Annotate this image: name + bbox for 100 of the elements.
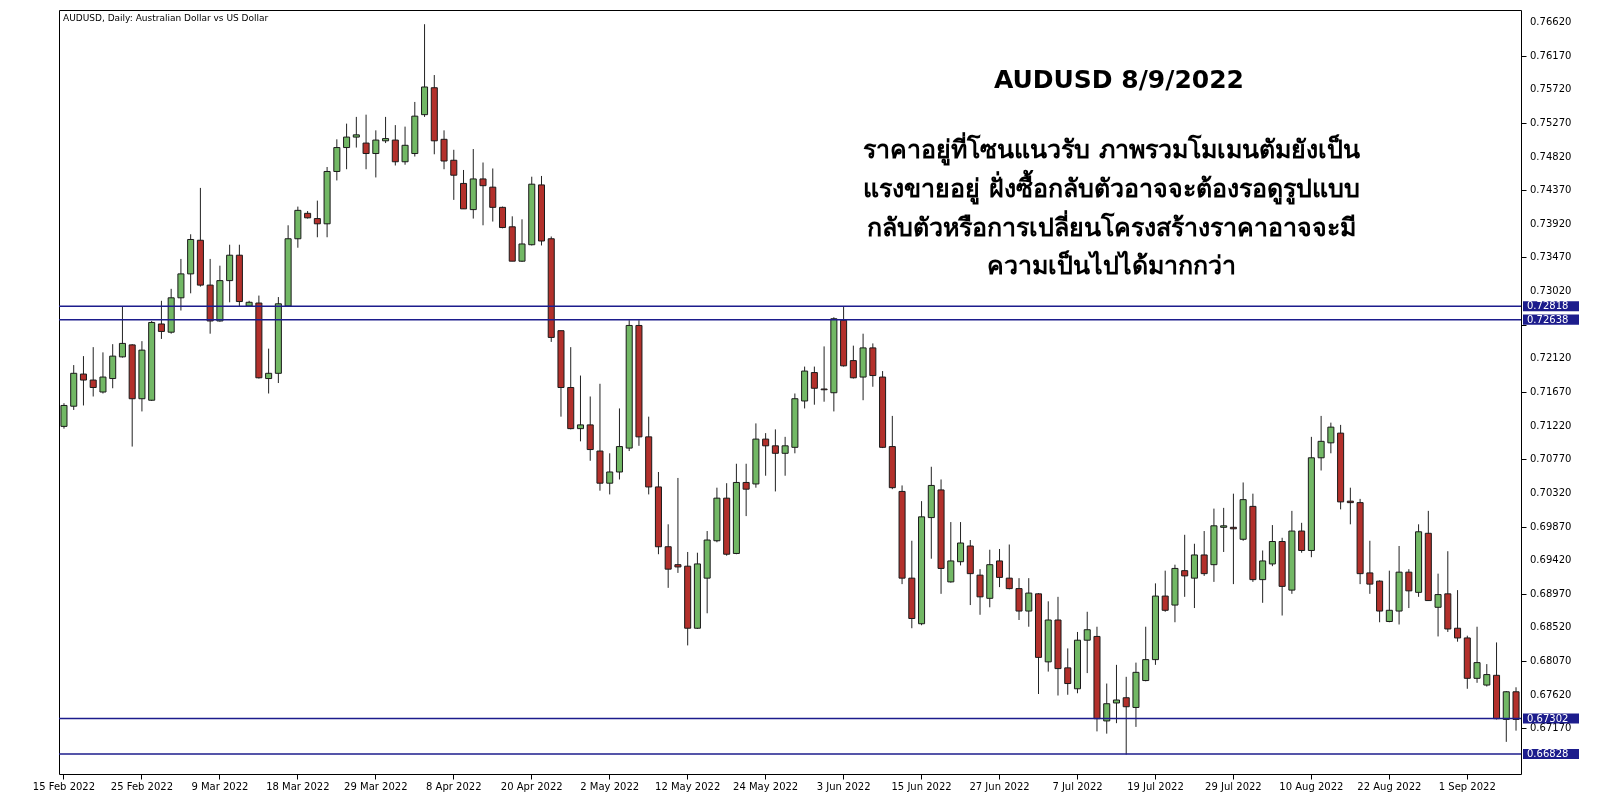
chart-title: AUDUSD, Daily: Australian Dollar vs US Dollar	[63, 13, 269, 23]
candlestick	[1259, 549, 1267, 604]
x-tick-label: 15 Jun 2022	[891, 780, 952, 792]
candlestick	[518, 218, 526, 263]
candlestick	[771, 428, 779, 492]
candlestick	[372, 129, 380, 178]
candlestick	[157, 300, 165, 340]
y-tick-label: 0.69870	[1530, 520, 1572, 532]
y-tick-label: 0.76620	[1530, 15, 1572, 27]
y-tick-label: 0.69420	[1530, 554, 1572, 566]
x-tick-label: 20 Apr 2022	[500, 780, 563, 792]
x-tick-label: 29 Jul 2022	[1205, 780, 1262, 792]
candlestick	[1298, 522, 1306, 554]
candlestick	[947, 521, 955, 584]
candlestick	[450, 149, 458, 201]
candlestick	[1142, 626, 1150, 682]
candlestick	[1122, 676, 1130, 756]
candlestick	[976, 568, 984, 616]
candlestick	[1064, 647, 1072, 696]
x-tick-label: 12 May 2022	[655, 780, 721, 792]
candlestick	[440, 129, 448, 170]
candlestick	[1366, 540, 1374, 595]
ref-line-label: 0.72638	[1527, 313, 1569, 325]
x-tick-label: 8 Apr 2022	[426, 780, 482, 792]
y-tick-label: 0.73920	[1530, 217, 1572, 229]
y-tick-label: 0.68070	[1530, 655, 1572, 667]
candlestick	[391, 124, 399, 166]
candlestick	[60, 402, 68, 430]
candlestick	[957, 521, 965, 566]
x-tick-label: 15 Feb 2022	[32, 780, 96, 792]
candlestick	[1190, 543, 1198, 609]
ref-line-label: 0.66828	[1527, 747, 1569, 759]
candlestick	[606, 452, 614, 495]
candlestick	[742, 463, 750, 517]
x-tick-label: 25 Feb 2022	[110, 780, 174, 792]
candlestick	[810, 366, 818, 406]
candlestick	[89, 346, 97, 397]
candlestick	[1005, 544, 1013, 590]
candlestick	[1161, 570, 1169, 613]
x-tick-label: 7 Jul 2022	[1052, 780, 1103, 792]
y-tick-label: 0.68970	[1530, 587, 1572, 599]
x-tick-label: 10 Aug 2022	[1279, 780, 1344, 792]
x-tick-label: 24 May 2022	[733, 780, 799, 792]
candlestick	[313, 200, 321, 238]
y-tick-label: 0.70320	[1530, 486, 1572, 498]
candlestick	[1181, 534, 1189, 598]
candlestick	[1015, 577, 1023, 621]
candlestick	[265, 348, 273, 394]
candlestick	[343, 123, 351, 170]
y-tick-label: 0.67170	[1530, 722, 1572, 734]
candlestick	[1083, 611, 1091, 674]
y-tick-label: 0.74820	[1530, 150, 1572, 162]
y-tick-label: 0.73020	[1530, 285, 1572, 297]
x-tick-label: 19 Jul 2022	[1127, 780, 1184, 792]
x-tick-label: 18 Mar 2022	[266, 780, 330, 792]
candlestick	[674, 477, 682, 574]
x-tick-label: 2 May 2022	[580, 780, 640, 792]
y-tick-label: 0.71220	[1530, 419, 1572, 431]
y-tick-label: 0.73470	[1530, 251, 1572, 263]
candlestick	[1268, 524, 1276, 567]
candlestick	[1405, 568, 1413, 609]
candlestick	[1112, 664, 1120, 724]
annotation: ราคาอยู่ที่โซนแนวรับ ภาพรวมโมเมนตัมยังเป็น แรงขายอยู่ ฝั่งซื้อกลับตัวอาจจะต้องรอดูรูปแบบ กลับตัวหรือการเปลี่ยนโครงสร้างราคาอาจจะมี ความเป็นไปได้มากกว่า	[863, 132, 1360, 281]
candlestick	[1473, 626, 1481, 684]
x-tick-label: 22 Aug 2022	[1357, 780, 1422, 792]
candlestick	[382, 116, 390, 144]
candlestick	[1317, 415, 1325, 471]
y-tick-label: 0.75270	[1530, 116, 1572, 128]
x-tick-label: 9 Mar 2022	[191, 780, 249, 792]
candlestick	[1200, 530, 1208, 577]
candlestick	[109, 343, 117, 389]
y-tick-label: 0.76170	[1530, 49, 1572, 61]
candlestick	[996, 548, 1004, 588]
candlestick	[1385, 570, 1393, 623]
y-tick-label: 0.71670	[1530, 386, 1572, 397]
y-tick-label: 0.72120	[1530, 352, 1572, 364]
y-tick-label: 0.74370	[1530, 184, 1572, 196]
x-tick-label: 3 Jun 2022	[816, 780, 871, 792]
candlestick	[362, 114, 370, 170]
ref-line-label: 0.72818	[1527, 300, 1569, 312]
x-tick-label: 1 Sep 2022	[1438, 780, 1496, 792]
candlestick	[352, 116, 360, 149]
candlestick	[1346, 487, 1354, 525]
candlestick	[664, 523, 672, 589]
candlestick	[333, 138, 341, 181]
candlestick	[781, 436, 789, 477]
y-tick-label: 0.67620	[1530, 688, 1572, 700]
annotation: AUDUSD 8/9/2022	[993, 65, 1244, 94]
x-tick-label: 27 Jun 2022	[969, 780, 1030, 792]
candlestick	[79, 355, 87, 406]
y-tick-label: 0.75720	[1530, 83, 1572, 95]
y-tick-label: 0.68520	[1530, 621, 1572, 633]
candlestick	[1025, 577, 1033, 628]
y-tick-label: 0.70770	[1530, 453, 1572, 465]
candlestick	[1327, 422, 1335, 454]
candlestick	[849, 345, 857, 380]
candlestick	[1454, 589, 1462, 643]
candlestick	[1483, 663, 1491, 688]
candlestick	[99, 351, 107, 394]
candlestick	[762, 432, 770, 477]
